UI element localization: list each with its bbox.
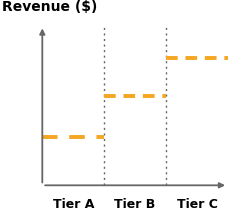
Text: Tier A: Tier A — [53, 198, 94, 211]
Text: Tier C: Tier C — [176, 198, 217, 211]
Text: Revenue ($): Revenue ($) — [2, 0, 98, 14]
Text: Tier B: Tier B — [114, 198, 156, 211]
